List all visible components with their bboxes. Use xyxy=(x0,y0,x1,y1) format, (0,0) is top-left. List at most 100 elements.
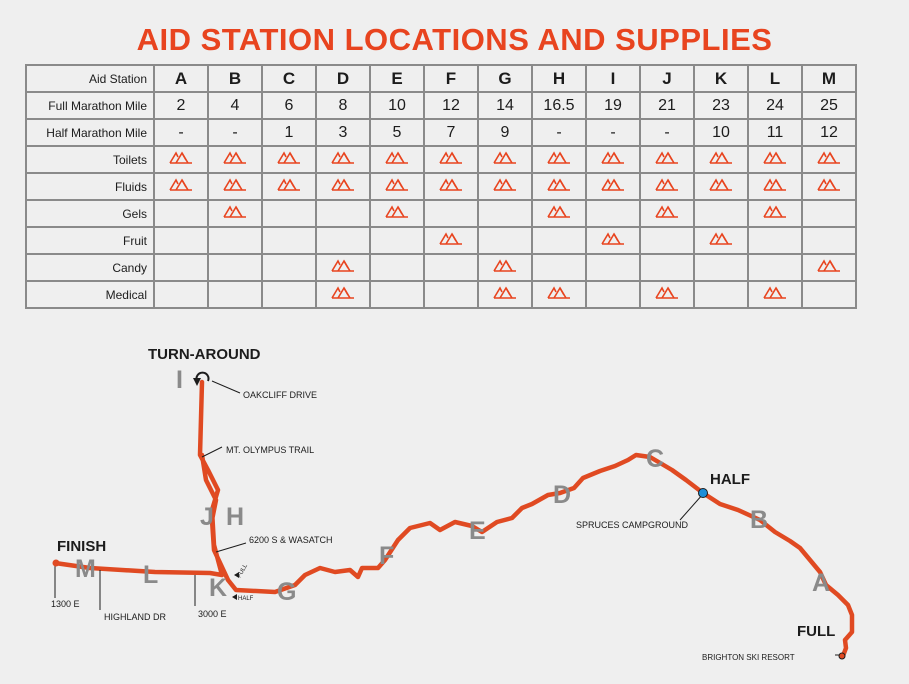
table-cell: - xyxy=(153,118,209,147)
table-cell: B xyxy=(207,64,263,93)
supply-logo-icon xyxy=(655,150,679,164)
empty-cell xyxy=(207,253,263,282)
spruces-label: SPRUCES CAMPGROUND xyxy=(576,520,689,530)
row-label: Aid Station xyxy=(25,64,155,93)
table-row: Gels xyxy=(25,199,857,228)
supply-mark-cell xyxy=(477,253,533,282)
oakcliff-label: OAKCLIFF DRIVE xyxy=(243,390,317,400)
supply-logo-icon xyxy=(169,150,193,164)
empty-cell xyxy=(423,253,479,282)
supply-logo-icon xyxy=(763,150,787,164)
supply-mark-cell xyxy=(801,253,857,282)
table-cell: F xyxy=(423,64,479,93)
supply-mark-cell xyxy=(639,280,695,309)
turnaround-label: TURN-AROUND xyxy=(148,346,261,363)
table-cell: 10 xyxy=(693,118,749,147)
supply-mark-cell xyxy=(531,145,587,174)
empty-cell xyxy=(261,280,317,309)
table-cell: 12 xyxy=(801,118,857,147)
supply-mark-cell xyxy=(747,172,803,201)
supply-logo-icon xyxy=(493,258,517,272)
table-cell: 5 xyxy=(369,118,425,147)
supply-logo-icon xyxy=(223,150,247,164)
supply-mark-cell xyxy=(747,280,803,309)
supply-logo-icon xyxy=(655,177,679,191)
table-cell: 25 xyxy=(801,91,857,120)
table-row: Candy xyxy=(25,253,857,282)
supply-logo-icon xyxy=(817,150,841,164)
station-marker-m: M xyxy=(75,555,96,583)
half-arrow-label: HALF xyxy=(238,596,254,602)
empty-cell xyxy=(693,199,749,228)
empty-cell xyxy=(153,280,209,309)
table-cell: 23 xyxy=(693,91,749,120)
supply-mark-cell xyxy=(315,253,371,282)
supply-mark-cell xyxy=(315,280,371,309)
empty-cell xyxy=(639,226,695,255)
finish-label: FINISH xyxy=(57,538,106,555)
empty-cell xyxy=(693,253,749,282)
table-cell: E xyxy=(369,64,425,93)
empty-cell xyxy=(369,280,425,309)
supply-mark-cell xyxy=(153,172,209,201)
row-label: Medical xyxy=(25,280,155,309)
empty-cell xyxy=(369,253,425,282)
table-cell: 6 xyxy=(261,91,317,120)
supply-logo-icon xyxy=(385,177,409,191)
supply-logo-icon xyxy=(385,150,409,164)
full-start-dot xyxy=(838,652,846,660)
station-marker-f: F xyxy=(379,542,394,570)
supply-mark-cell xyxy=(423,145,479,174)
supply-logo-icon xyxy=(655,204,679,218)
supply-mark-cell xyxy=(531,199,587,228)
supply-mark-cell xyxy=(693,226,749,255)
table-cell: M xyxy=(801,64,857,93)
empty-cell xyxy=(261,253,317,282)
supply-mark-cell xyxy=(801,172,857,201)
table-cell: J xyxy=(639,64,695,93)
table-cell: - xyxy=(585,118,641,147)
supply-mark-cell xyxy=(153,145,209,174)
empty-cell xyxy=(207,226,263,255)
half-start-dot xyxy=(698,488,708,498)
supply-logo-icon xyxy=(817,258,841,272)
supply-mark-cell xyxy=(531,172,587,201)
supply-logo-icon xyxy=(547,204,571,218)
table-row: Fluids xyxy=(25,172,857,201)
table-cell: 11 xyxy=(747,118,803,147)
supply-logo-icon xyxy=(439,150,463,164)
table-row: Half Marathon Mile - -1 3 5 7 9- - -10 11 12 xyxy=(25,118,857,147)
supply-logo-icon xyxy=(385,204,409,218)
table-cell: I xyxy=(585,64,641,93)
supply-logo-icon xyxy=(763,285,787,299)
supply-mark-cell xyxy=(747,199,803,228)
empty-cell xyxy=(747,253,803,282)
supply-logo-icon xyxy=(547,285,571,299)
empty-cell xyxy=(585,280,641,309)
empty-cell xyxy=(153,226,209,255)
supply-mark-cell xyxy=(531,280,587,309)
row-label: Full Marathon Mile xyxy=(25,91,155,120)
table-cell: G xyxy=(477,64,533,93)
row-label: Toilets xyxy=(25,145,155,174)
supply-mark-cell xyxy=(369,199,425,228)
supply-logo-icon xyxy=(331,258,355,272)
empty-cell xyxy=(477,226,533,255)
olympus-label: MT. OLYMPUS TRAIL xyxy=(226,445,314,455)
table-cell: H xyxy=(531,64,587,93)
station-marker-h: H xyxy=(226,503,244,531)
empty-cell xyxy=(639,253,695,282)
supply-logo-icon xyxy=(277,177,301,191)
half-label: HALF xyxy=(710,471,750,488)
supply-mark-cell xyxy=(639,145,695,174)
route-line xyxy=(52,379,855,659)
supply-logo-icon xyxy=(493,285,517,299)
table-cell: 12 xyxy=(423,91,479,120)
supply-logo-icon xyxy=(601,150,625,164)
table-cell: - xyxy=(207,118,263,147)
station-marker-c: C xyxy=(646,445,664,473)
e1300-label: 1300 E xyxy=(51,599,80,609)
page-title: AID STATION LOCATIONS AND SUPPLIES xyxy=(136,22,773,57)
table-cell: 9 xyxy=(477,118,533,147)
supply-logo-icon xyxy=(763,177,787,191)
